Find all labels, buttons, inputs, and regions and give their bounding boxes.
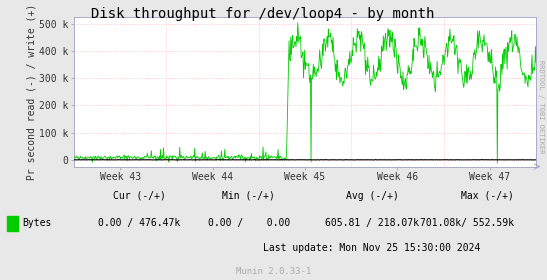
Y-axis label: Pr second read (-) / write (+): Pr second read (-) / write (+) bbox=[26, 4, 36, 180]
Text: Last update: Mon Nov 25 15:30:00 2024: Last update: Mon Nov 25 15:30:00 2024 bbox=[263, 243, 481, 253]
Text: Munin 2.0.33-1: Munin 2.0.33-1 bbox=[236, 267, 311, 276]
Text: 0.00 /    0.00: 0.00 / 0.00 bbox=[208, 218, 290, 228]
Text: RRDTOOL / TOBI OETIKER: RRDTOOL / TOBI OETIKER bbox=[538, 60, 544, 153]
Text: Max (-/+): Max (-/+) bbox=[461, 191, 514, 201]
Text: 605.81 / 218.07k: 605.81 / 218.07k bbox=[325, 218, 419, 228]
Text: Bytes: Bytes bbox=[22, 218, 51, 228]
Text: Cur (-/+): Cur (-/+) bbox=[113, 191, 166, 201]
Text: Avg (-/+): Avg (-/+) bbox=[346, 191, 398, 201]
Text: Min (-/+): Min (-/+) bbox=[223, 191, 275, 201]
Text: Disk throughput for /dev/loop4 - by month: Disk throughput for /dev/loop4 - by mont… bbox=[91, 7, 434, 21]
Text: 701.08k/ 552.59k: 701.08k/ 552.59k bbox=[420, 218, 514, 228]
Text: 0.00 / 476.47k: 0.00 / 476.47k bbox=[98, 218, 181, 228]
